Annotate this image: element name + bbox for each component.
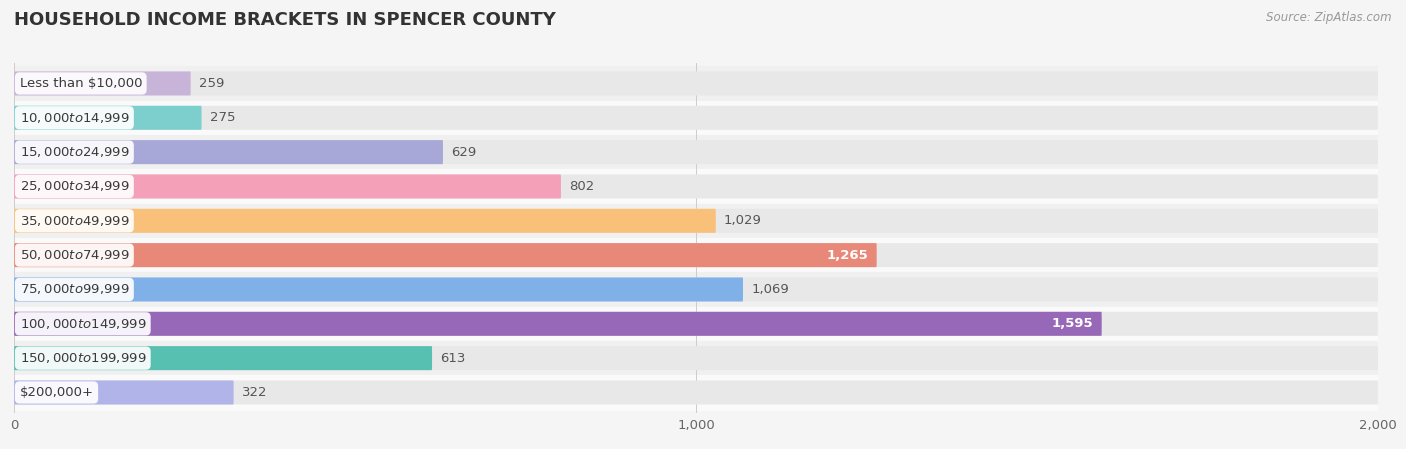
- FancyBboxPatch shape: [14, 243, 877, 267]
- FancyBboxPatch shape: [14, 380, 233, 405]
- FancyBboxPatch shape: [14, 346, 1378, 370]
- Text: 802: 802: [569, 180, 595, 193]
- Text: HOUSEHOLD INCOME BRACKETS IN SPENCER COUNTY: HOUSEHOLD INCOME BRACKETS IN SPENCER COU…: [14, 11, 555, 29]
- FancyBboxPatch shape: [14, 140, 443, 164]
- FancyBboxPatch shape: [14, 106, 1378, 130]
- Text: 322: 322: [242, 386, 267, 399]
- Bar: [14, 375, 1378, 409]
- Text: Source: ZipAtlas.com: Source: ZipAtlas.com: [1267, 11, 1392, 24]
- Text: $10,000 to $14,999: $10,000 to $14,999: [20, 111, 129, 125]
- Bar: [14, 204, 1378, 238]
- Text: $50,000 to $74,999: $50,000 to $74,999: [20, 248, 129, 262]
- FancyBboxPatch shape: [14, 277, 742, 301]
- Text: 613: 613: [440, 352, 465, 365]
- FancyBboxPatch shape: [14, 209, 716, 233]
- FancyBboxPatch shape: [14, 209, 1378, 233]
- Text: $150,000 to $199,999: $150,000 to $199,999: [20, 351, 146, 365]
- Bar: [14, 66, 1378, 101]
- Text: 1,069: 1,069: [751, 283, 789, 296]
- FancyBboxPatch shape: [14, 140, 1378, 164]
- Text: 275: 275: [209, 111, 235, 124]
- Text: $200,000+: $200,000+: [20, 386, 94, 399]
- FancyBboxPatch shape: [14, 106, 201, 130]
- Bar: [14, 135, 1378, 169]
- Text: 629: 629: [451, 145, 477, 158]
- FancyBboxPatch shape: [14, 175, 1378, 198]
- Text: 1,029: 1,029: [724, 214, 762, 227]
- FancyBboxPatch shape: [14, 312, 1378, 336]
- Bar: [14, 101, 1378, 135]
- FancyBboxPatch shape: [14, 312, 1102, 336]
- Text: $75,000 to $99,999: $75,000 to $99,999: [20, 282, 129, 296]
- Text: 259: 259: [198, 77, 224, 90]
- Text: $35,000 to $49,999: $35,000 to $49,999: [20, 214, 129, 228]
- Bar: [14, 272, 1378, 307]
- Bar: [14, 169, 1378, 204]
- Bar: [14, 307, 1378, 341]
- Text: $25,000 to $34,999: $25,000 to $34,999: [20, 180, 129, 194]
- FancyBboxPatch shape: [14, 277, 1378, 301]
- Bar: [14, 341, 1378, 375]
- FancyBboxPatch shape: [14, 71, 191, 96]
- Text: 1,595: 1,595: [1052, 317, 1094, 330]
- Text: $15,000 to $24,999: $15,000 to $24,999: [20, 145, 129, 159]
- Text: 1,265: 1,265: [827, 249, 869, 262]
- Bar: [14, 238, 1378, 272]
- FancyBboxPatch shape: [14, 380, 1378, 405]
- FancyBboxPatch shape: [14, 243, 1378, 267]
- FancyBboxPatch shape: [14, 71, 1378, 96]
- FancyBboxPatch shape: [14, 175, 561, 198]
- Text: Less than $10,000: Less than $10,000: [20, 77, 142, 90]
- FancyBboxPatch shape: [14, 346, 432, 370]
- Text: $100,000 to $149,999: $100,000 to $149,999: [20, 317, 146, 331]
